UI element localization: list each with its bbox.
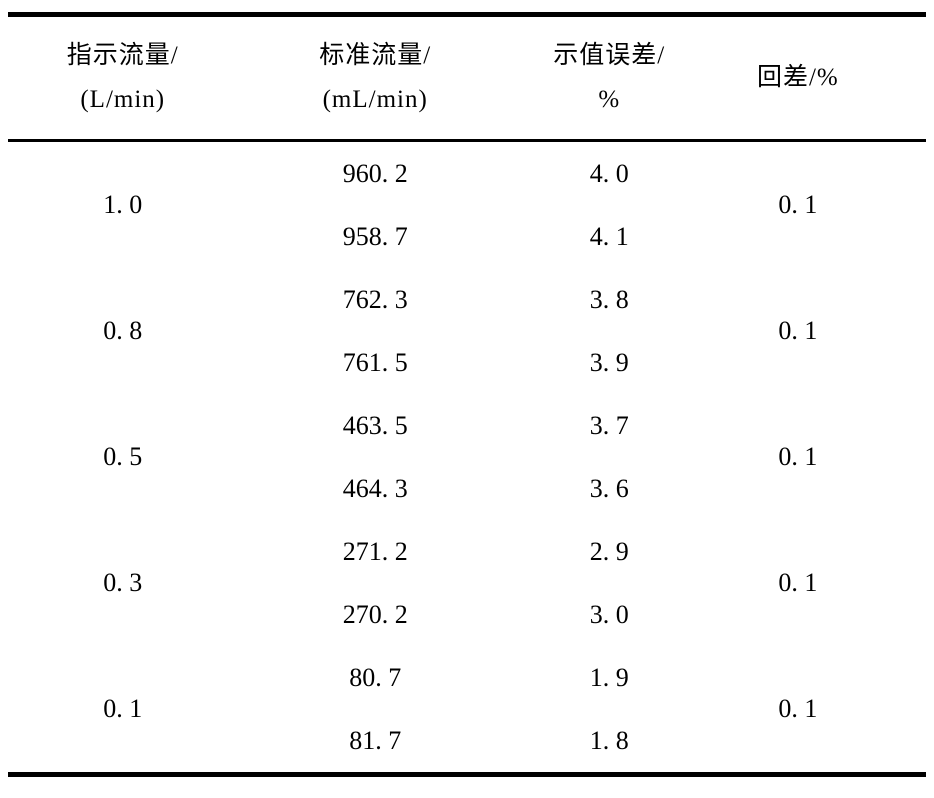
col-header-indicated-flow: 指示流量/ (L/min) bbox=[8, 15, 238, 141]
table-row: 0. 3 271. 2 2. 9 0. 1 bbox=[8, 520, 926, 598]
standard-flow-cell: 960. 2 bbox=[342, 158, 408, 188]
hysteresis-cell: 0. 1 bbox=[778, 316, 818, 345]
indicated-flow-cell: 0. 5 bbox=[103, 442, 143, 471]
error-cell: 2. 9 bbox=[589, 536, 629, 566]
indicated-flow-cell: 0. 3 bbox=[103, 568, 143, 597]
header-line: % bbox=[598, 86, 621, 113]
standard-flow-cell: 761. 5 bbox=[342, 347, 408, 377]
table-row: 958. 7 4. 1 bbox=[8, 205, 926, 268]
error-cell: 3. 7 bbox=[589, 410, 629, 440]
header-line: (L/min) bbox=[80, 86, 166, 113]
header-line: 示值误差/ bbox=[553, 42, 666, 70]
col-header-hysteresis: 回差/% bbox=[706, 15, 926, 141]
calibration-table-container: 指示流量/ (L/min) 标准流量/ (mL/min) 示值误差/ % 回差/… bbox=[8, 12, 926, 777]
standard-flow-cell: 271. 2 bbox=[342, 536, 408, 566]
error-cell: 4. 0 bbox=[589, 158, 629, 188]
col-header-indication-error: 示值误差/ % bbox=[513, 15, 706, 141]
error-cell: 3. 0 bbox=[589, 599, 629, 629]
col-header-standard-flow: 标准流量/ (mL/min) bbox=[238, 15, 513, 141]
header-row: 指示流量/ (L/min) 标准流量/ (mL/min) 示值误差/ % 回差/… bbox=[8, 15, 926, 141]
indicated-flow-cell: 0. 1 bbox=[103, 694, 143, 723]
table-row: 270. 2 3. 0 bbox=[8, 583, 926, 646]
error-cell: 3. 8 bbox=[589, 284, 629, 314]
error-cell: 1. 8 bbox=[589, 725, 629, 755]
table-row: 464. 3 3. 6 bbox=[8, 457, 926, 520]
hysteresis-cell: 0. 1 bbox=[778, 568, 818, 597]
header-line: (mL/min) bbox=[322, 86, 428, 113]
standard-flow-cell: 463. 5 bbox=[342, 410, 408, 440]
hysteresis-cell: 0. 1 bbox=[778, 694, 818, 723]
table-row: 81. 7 1. 8 bbox=[8, 709, 926, 775]
table-row: 761. 5 3. 9 bbox=[8, 331, 926, 394]
standard-flow-cell: 81. 7 bbox=[349, 725, 402, 755]
flow-calibration-table: 指示流量/ (L/min) 标准流量/ (mL/min) 示值误差/ % 回差/… bbox=[8, 12, 926, 777]
standard-flow-cell: 958. 7 bbox=[342, 221, 408, 251]
indicated-flow-cell: 1. 0 bbox=[103, 190, 143, 219]
table-row: 0. 1 80. 7 1. 9 0. 1 bbox=[8, 646, 926, 724]
standard-flow-cell: 80. 7 bbox=[349, 662, 402, 692]
table-row: 1. 0 960. 2 4. 0 0. 1 bbox=[8, 141, 926, 220]
error-cell: 3. 6 bbox=[589, 473, 629, 503]
standard-flow-cell: 464. 3 bbox=[342, 473, 408, 503]
error-cell: 3. 9 bbox=[589, 347, 629, 377]
header-line: 回差/% bbox=[756, 64, 839, 92]
indicated-flow-cell: 0. 8 bbox=[103, 316, 143, 345]
header-line: 指示流量/ bbox=[66, 42, 179, 70]
error-cell: 1. 9 bbox=[589, 662, 629, 692]
standard-flow-cell: 270. 2 bbox=[342, 599, 408, 629]
table-row: 0. 5 463. 5 3. 7 0. 1 bbox=[8, 394, 926, 472]
table-row: 0. 8 762. 3 3. 8 0. 1 bbox=[8, 268, 926, 346]
hysteresis-cell: 0. 1 bbox=[778, 442, 818, 471]
hysteresis-cell: 0. 1 bbox=[778, 190, 818, 219]
error-cell: 4. 1 bbox=[589, 221, 629, 251]
header-line: 标准流量/ bbox=[319, 42, 432, 70]
standard-flow-cell: 762. 3 bbox=[342, 284, 408, 314]
